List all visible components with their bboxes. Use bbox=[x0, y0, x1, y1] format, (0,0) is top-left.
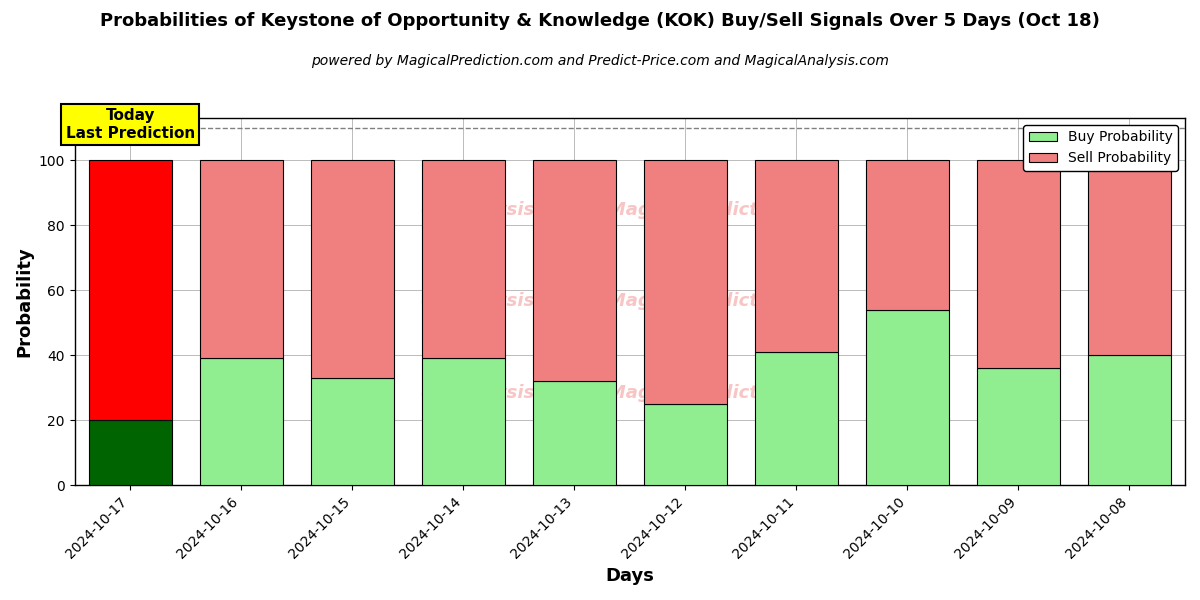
Bar bbox=[421, 358, 505, 485]
Bar bbox=[311, 378, 394, 485]
Bar bbox=[755, 160, 838, 352]
Text: Today
Last Prediction: Today Last Prediction bbox=[66, 108, 194, 140]
Bar bbox=[199, 160, 283, 358]
Bar bbox=[1088, 160, 1171, 355]
Text: powered by MagicalPrediction.com and Predict-Price.com and MagicalAnalysis.com: powered by MagicalPrediction.com and Pre… bbox=[311, 54, 889, 68]
Bar bbox=[89, 420, 172, 485]
Bar bbox=[311, 160, 394, 378]
Bar bbox=[199, 358, 283, 485]
Bar bbox=[865, 310, 949, 485]
Bar bbox=[977, 368, 1060, 485]
Bar bbox=[533, 381, 616, 485]
X-axis label: Days: Days bbox=[605, 567, 654, 585]
Bar bbox=[643, 404, 727, 485]
Y-axis label: Probability: Probability bbox=[16, 246, 34, 357]
Text: Probabilities of Keystone of Opportunity & Knowledge (KOK) Buy/Sell Signals Over: Probabilities of Keystone of Opportunity… bbox=[100, 12, 1100, 30]
Bar bbox=[755, 352, 838, 485]
Bar bbox=[1088, 355, 1171, 485]
Bar bbox=[865, 160, 949, 310]
Text: calAnalysis.com    MagicalPrediction.com: calAnalysis.com MagicalPrediction.com bbox=[421, 200, 839, 218]
Bar bbox=[533, 160, 616, 381]
Bar bbox=[89, 160, 172, 420]
Text: calAnalysis.com    MagicalPrediction.com: calAnalysis.com MagicalPrediction.com bbox=[421, 385, 839, 403]
Text: calAnalysis.com    MagicalPrediction.com: calAnalysis.com MagicalPrediction.com bbox=[421, 292, 839, 310]
Legend: Buy Probability, Sell Probability: Buy Probability, Sell Probability bbox=[1024, 125, 1178, 171]
Bar bbox=[977, 160, 1060, 368]
Bar bbox=[421, 160, 505, 358]
Bar bbox=[643, 160, 727, 404]
